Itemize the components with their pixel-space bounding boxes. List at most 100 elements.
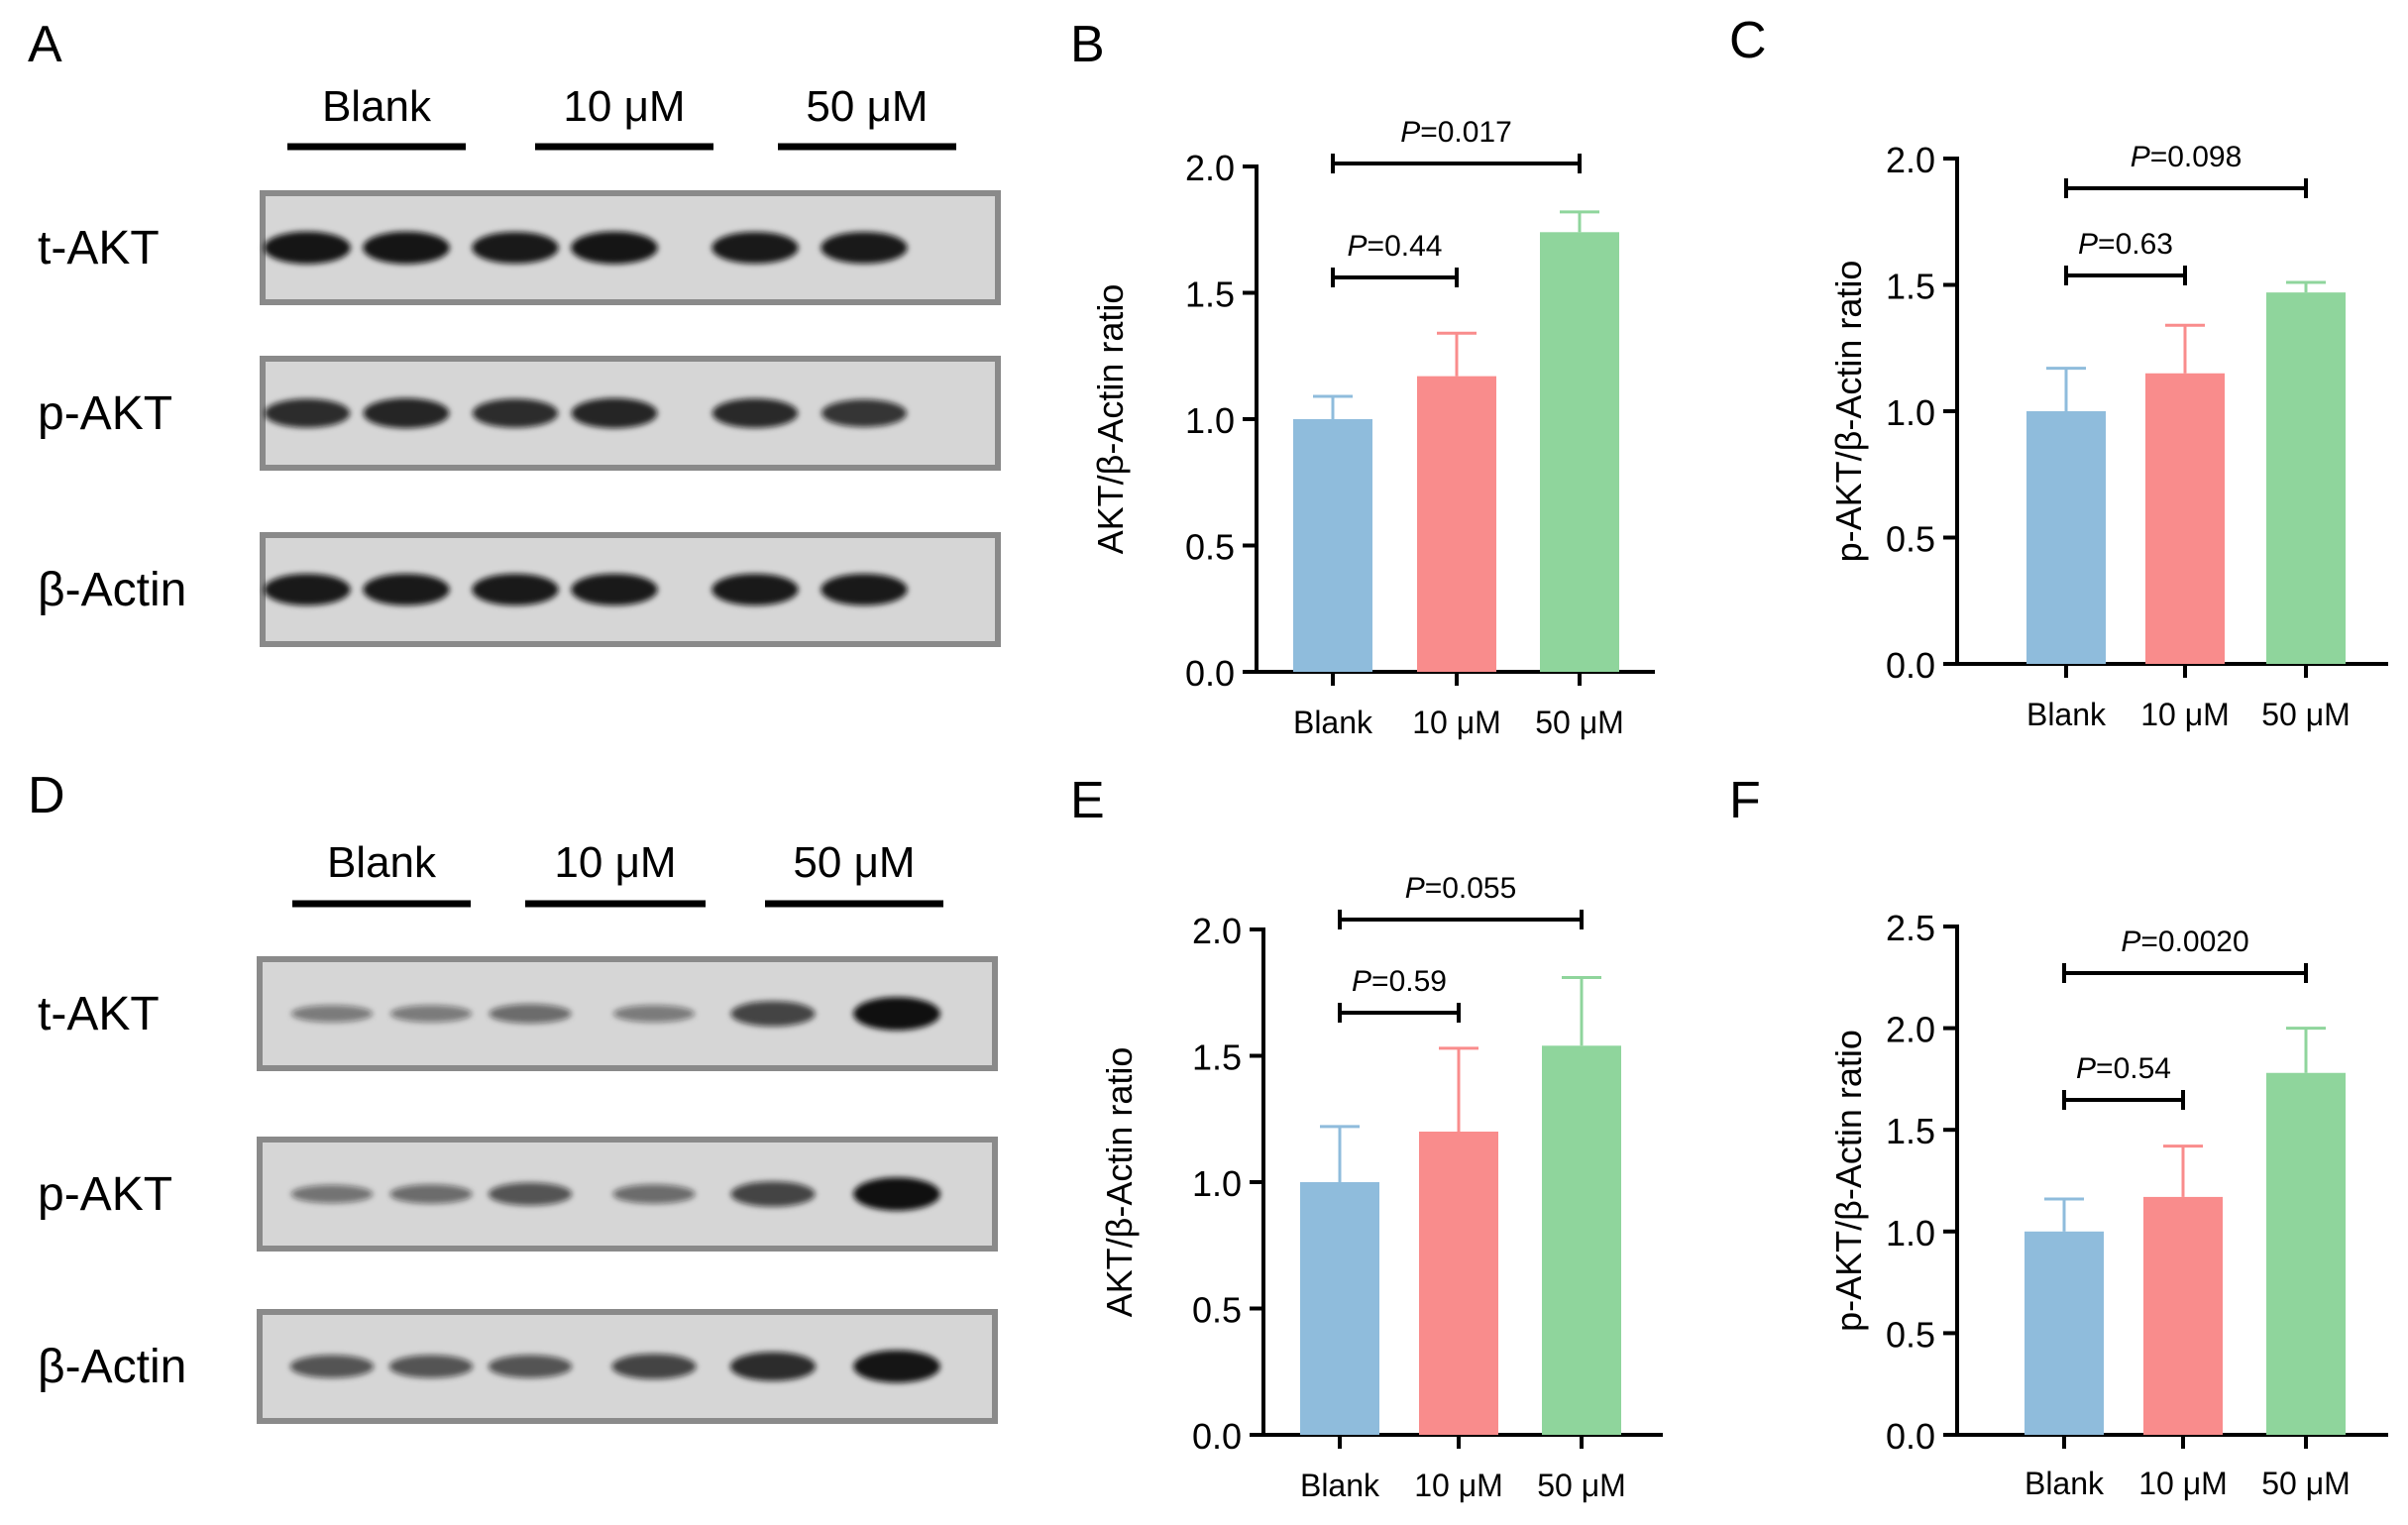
- bar-chart-panel-b: B 0.0 0.5 1.0 1.5 2.0 AKT/β-Actin ratio Blank 10…: [1070, 16, 1655, 740]
- bar: [1300, 1182, 1379, 1435]
- bar-chart-panel-f: F 0.0 0.5 1.0 1.5 2.0 2.5 p-AKT/β-Actin ratio Bl…: [1729, 772, 2388, 1501]
- blot-band: [472, 398, 559, 428]
- y-axis-label: AKT/β-Actin ratio: [1090, 284, 1131, 555]
- p-value-label: P=0.59: [1352, 965, 1447, 998]
- p-value-text: =0.59: [1371, 965, 1447, 998]
- y-axis-label: AKT/β-Actin ratio: [1099, 1047, 1140, 1318]
- x-tick-label: 50 μM: [1535, 705, 1624, 740]
- blot-band: [821, 573, 908, 606]
- x-tick-label: 10 μM: [2140, 697, 2230, 732]
- y-tick-label: 1.5: [1886, 1111, 1935, 1151]
- p-value-label: P=0.63: [2078, 228, 2173, 261]
- x-tick-label: 50 μM: [2261, 1466, 2351, 1501]
- group-label: 10 μM: [554, 838, 676, 887]
- blot-band: [611, 1354, 697, 1379]
- blot-band: [290, 1005, 374, 1023]
- blot-band: [489, 1004, 572, 1024]
- p-value-label: P=0.055: [1405, 872, 1517, 905]
- blot-band: [363, 231, 450, 265]
- y-axis-label: p-AKT/β-Actin ratio: [1828, 1030, 1869, 1332]
- blot-band: [853, 1350, 940, 1383]
- blot-band: [612, 1184, 696, 1204]
- y-tick-label: 0.0: [1886, 1416, 1935, 1457]
- y-tick-label: 0.0: [1886, 645, 1935, 686]
- x-tick-label: Blank: [2025, 1466, 2105, 1501]
- y-tick-label: 0.0: [1192, 1416, 1242, 1457]
- y-tick-label: 2.0: [1185, 148, 1235, 188]
- group-label: Blank: [322, 82, 432, 131]
- y-tick-label: 1.5: [1886, 267, 1935, 307]
- bar: [2266, 1072, 2346, 1435]
- western-blot-panel-d: D Blank 10 μM 50 μM t-AKT p-AKT β-Actin: [28, 767, 998, 1424]
- y-tick-label: 2.0: [1886, 140, 1935, 180]
- p-value-text: =0.017: [1420, 116, 1512, 149]
- y-tick-label: 0.5: [1185, 527, 1235, 568]
- blot-row-label: p-AKT: [38, 1168, 172, 1221]
- blot-band: [264, 573, 351, 606]
- bar-chart-panel-c: C 0.0 0.5 1.0 1.5 2.0 p-AKT/β-Actin ratio Blank…: [1729, 12, 2388, 732]
- blot-band: [711, 573, 799, 606]
- group-label: 50 μM: [793, 838, 915, 887]
- group-label: Blank: [327, 838, 437, 887]
- bar-chart-panel-e: E 0.0 0.5 1.0 1.5 2.0 AKT/β-Actin ratio Blank 10…: [1070, 772, 1663, 1503]
- group-label: 10 μM: [563, 82, 685, 131]
- panel-letter-b: B: [1070, 16, 1105, 73]
- y-tick-label: 1.0: [1185, 400, 1235, 441]
- panel-letter-e: E: [1070, 772, 1105, 829]
- y-tick-label: 2.5: [1886, 908, 1935, 948]
- panel-letter-f: F: [1729, 772, 1761, 829]
- panel-letter-c: C: [1729, 12, 1767, 69]
- p-value-text: =0.54: [2096, 1052, 2171, 1085]
- blot-band: [472, 573, 559, 606]
- blot-band: [289, 1355, 375, 1378]
- p-value-label: P=0.44: [1348, 230, 1443, 263]
- blot-row-label: t-AKT: [38, 222, 160, 274]
- y-tick-label: 0.5: [1886, 519, 1935, 560]
- y-tick-label: 0.0: [1185, 653, 1235, 694]
- y-tick-label: 0.5: [1192, 1290, 1242, 1331]
- x-tick-label: 50 μM: [2261, 697, 2351, 732]
- blot-band: [612, 1005, 696, 1023]
- x-tick-label: Blank: [1300, 1468, 1380, 1503]
- y-axis-label: p-AKT/β-Actin ratio: [1828, 261, 1869, 563]
- blot-band: [264, 231, 351, 265]
- bar: [2143, 1196, 2223, 1435]
- blot-band: [571, 397, 658, 429]
- blot-band: [853, 1177, 940, 1211]
- blot-band: [290, 1184, 374, 1204]
- bar: [2025, 1231, 2104, 1435]
- blot-band: [488, 1182, 573, 1206]
- y-tick-label: 2.0: [1192, 911, 1242, 951]
- blot-band: [730, 1181, 816, 1207]
- blot-band: [389, 1184, 473, 1204]
- blot-band: [363, 397, 450, 429]
- blot-band: [571, 573, 658, 606]
- blot-band: [472, 231, 559, 265]
- p-value-label: P=0.098: [2131, 141, 2243, 173]
- x-tick-label: 50 μM: [1537, 1468, 1626, 1503]
- y-tick-label: 1.0: [1886, 1213, 1935, 1253]
- x-tick-label: 10 μM: [1412, 705, 1501, 740]
- blot-band: [711, 231, 799, 265]
- blot-row-label: t-AKT: [38, 988, 160, 1040]
- blot-row-label: β-Actin: [38, 1341, 186, 1393]
- blot-band: [388, 1355, 474, 1378]
- y-tick-label: 1.5: [1192, 1037, 1242, 1078]
- blot-band: [571, 231, 658, 265]
- blot-band: [730, 1001, 816, 1027]
- bar: [1419, 1132, 1498, 1435]
- y-tick-label: 1.0: [1886, 392, 1935, 433]
- blot-band: [488, 1355, 573, 1378]
- blot-row-label: β-Actin: [38, 564, 186, 616]
- blot-band: [821, 231, 908, 265]
- panel-letter-d: D: [28, 767, 65, 824]
- blot-band: [389, 1005, 473, 1023]
- p-value-text: =0.098: [2150, 141, 2243, 173]
- p-value-label: P=0.017: [1400, 116, 1512, 149]
- bar: [1293, 419, 1372, 672]
- blot-band: [729, 1352, 817, 1381]
- p-value-text: =0.44: [1368, 230, 1443, 263]
- blot-band: [264, 398, 351, 428]
- y-tick-label: 2.0: [1886, 1010, 1935, 1050]
